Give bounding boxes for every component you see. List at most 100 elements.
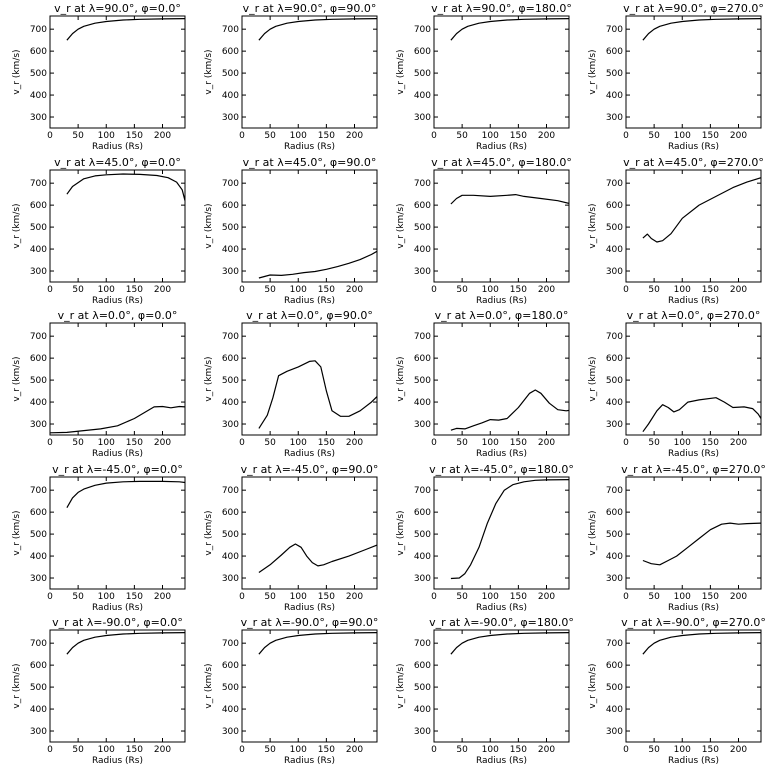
y-tick-label: 600 [30, 47, 47, 57]
y-tick-label: 300 [606, 113, 623, 123]
y-tick-label: 600 [30, 508, 47, 518]
plot-frame [625, 476, 762, 590]
y-tick-label: 700 [30, 486, 47, 496]
x-tick-label: 100 [482, 285, 499, 295]
y-tick-label: 700 [30, 332, 47, 342]
plot-frame [625, 169, 762, 283]
x-tick-label: 150 [126, 131, 143, 141]
plot-frame [241, 169, 378, 283]
y-tick-label: 600 [414, 354, 431, 364]
x-tick-label: 50 [264, 285, 276, 295]
y-tick-label: 400 [30, 398, 47, 408]
x-tick-label: 150 [126, 592, 143, 602]
x-tick-label: 150 [318, 592, 335, 602]
plot-frame [49, 476, 186, 590]
x-tick-label: 200 [346, 285, 363, 295]
x-tick-label: 200 [730, 131, 747, 141]
y-tick-label: 700 [414, 179, 431, 189]
y-tick-label: 400 [414, 705, 431, 715]
y-tick-label: 400 [30, 91, 47, 101]
plot-frame [241, 15, 378, 129]
x-tick-label: 0 [623, 592, 629, 602]
x-tick-label: 0 [239, 745, 245, 755]
y-axis-label: v_r (km/s) [588, 203, 598, 248]
y-tick-label: 400 [606, 705, 623, 715]
x-tick-label: 50 [72, 131, 84, 141]
x-tick-label: 200 [346, 745, 363, 755]
subplot-16: v_r at λ=-45.0°, φ=270.0° 0 50 100 150 200 300… [588, 463, 766, 613]
y-tick-label: 300 [606, 727, 623, 737]
x-tick-label: 0 [623, 131, 629, 141]
x-axis-label: Radius (Rs) [668, 296, 719, 306]
y-tick-label: 400 [606, 552, 623, 562]
x-tick-label: 100 [674, 131, 691, 141]
y-tick-label: 500 [222, 376, 239, 386]
subplot-7: v_r at λ=45.0°, φ=180.0° 0 50 100 150 200 300 4… [396, 156, 572, 306]
subplot-17: v_r at λ=-90.0°, φ=0.0° 0 50 100 150 200 300 40… [12, 616, 186, 766]
y-tick-label: 300 [30, 420, 47, 430]
y-axis-label: v_r (km/s) [588, 49, 598, 94]
subplot-14: v_r at λ=-45.0°, φ=90.0° 0 50 100 150 200 300 4… [204, 463, 378, 613]
y-tick-label: 400 [222, 245, 239, 255]
subplot-13: v_r at λ=-45.0°, φ=0.0° 0 50 100 150 200 300 40… [12, 463, 186, 613]
subplot-title: v_r at λ=90.0°, φ=0.0° [54, 2, 181, 15]
x-tick-label: 0 [623, 745, 629, 755]
x-tick-label: 50 [456, 745, 468, 755]
x-tick-label: 0 [431, 592, 437, 602]
x-tick-label: 150 [702, 745, 719, 755]
subplot-1: v_r at λ=90.0°, φ=0.0° 0 50 100 150 200 300 400… [12, 2, 186, 152]
y-tick-label: 500 [414, 683, 431, 693]
y-tick-label: 400 [414, 91, 431, 101]
x-tick-label: 200 [154, 285, 171, 295]
series-line [450, 632, 569, 655]
y-tick-label: 600 [222, 508, 239, 518]
y-tick-label: 400 [606, 245, 623, 255]
y-tick-label: 300 [606, 267, 623, 277]
plot-frame [241, 476, 378, 590]
x-tick-label: 150 [318, 438, 335, 448]
y-tick-label: 500 [606, 376, 623, 386]
y-tick-label: 300 [222, 574, 239, 584]
y-tick-label: 700 [222, 640, 239, 650]
y-tick-label: 700 [414, 640, 431, 650]
x-axis-label: Radius (Rs) [476, 296, 527, 306]
x-tick-label: 0 [431, 438, 437, 448]
y-axis-label: v_r (km/s) [588, 357, 598, 402]
x-tick-label: 50 [72, 285, 84, 295]
subplot-8: v_r at λ=45.0°, φ=270.0° 0 50 100 150 200 300 4… [588, 156, 764, 306]
x-tick-label: 50 [456, 438, 468, 448]
y-tick-label: 500 [222, 683, 239, 693]
x-tick-label: 100 [290, 592, 307, 602]
x-axis-label: Radius (Rs) [476, 756, 527, 766]
x-tick-label: 50 [72, 438, 84, 448]
y-axis-label: v_r (km/s) [12, 510, 22, 555]
x-tick-label: 200 [730, 438, 747, 448]
subplot-title: v_r at λ=45.0°, φ=90.0° [243, 156, 377, 169]
x-tick-label: 0 [239, 592, 245, 602]
plot-frame [625, 322, 762, 436]
x-axis-label: Radius (Rs) [284, 603, 335, 613]
y-tick-label: 500 [30, 530, 47, 540]
x-tick-label: 100 [98, 592, 115, 602]
x-tick-label: 100 [482, 438, 499, 448]
subplot-11: v_r at λ=0.0°, φ=180.0° 0 50 100 150 200 300 40… [396, 309, 570, 459]
x-tick-label: 0 [623, 438, 629, 448]
plot-frame [49, 322, 186, 436]
y-tick-label: 500 [30, 683, 47, 693]
y-tick-label: 700 [222, 486, 239, 496]
x-tick-label: 0 [239, 285, 245, 295]
series-line [642, 18, 761, 41]
y-tick-label: 300 [222, 420, 239, 430]
subplot-title: v_r at λ=90.0°, φ=270.0° [623, 2, 764, 15]
y-tick-label: 500 [414, 69, 431, 79]
x-tick-label: 50 [72, 745, 84, 755]
y-tick-label: 700 [606, 179, 623, 189]
y-tick-label: 700 [606, 640, 623, 650]
y-tick-label: 500 [222, 69, 239, 79]
subplot-title: v_r at λ=90.0°, φ=90.0° [243, 2, 377, 15]
y-tick-label: 600 [222, 47, 239, 57]
y-tick-label: 400 [222, 91, 239, 101]
y-axis-label: v_r (km/s) [12, 664, 22, 709]
x-tick-label: 50 [456, 285, 468, 295]
plot-frame [433, 629, 570, 743]
